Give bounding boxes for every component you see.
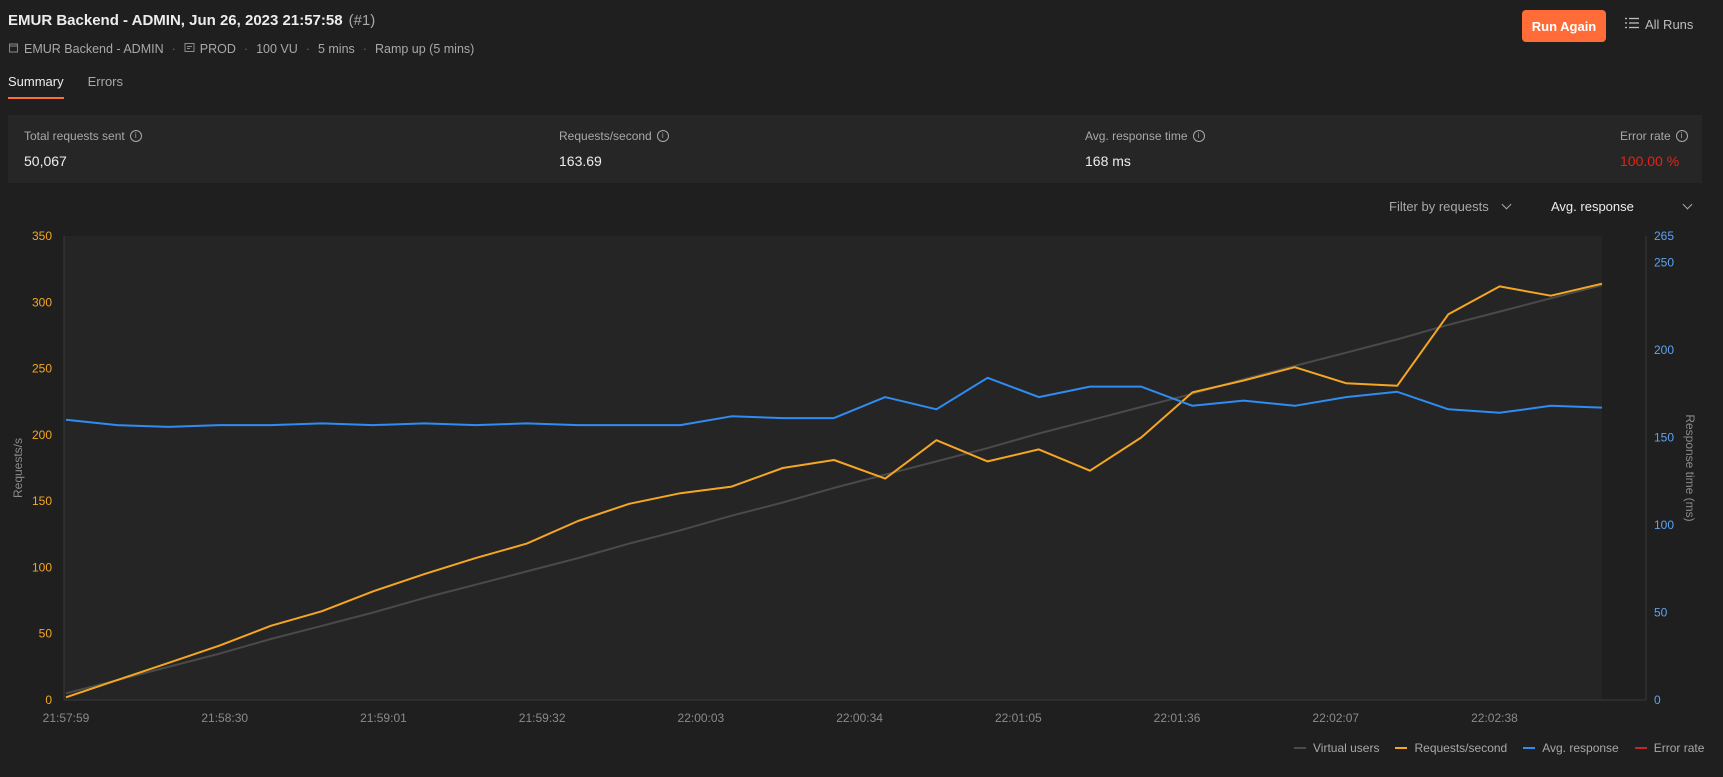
stat-label: Error rate (1620, 129, 1671, 143)
y-tick-label: 250 (32, 362, 52, 376)
x-tick-label: 21:59:32 (519, 711, 566, 725)
stat-label: Total requests sent (24, 129, 125, 143)
legend-label: Virtual users (1313, 741, 1380, 755)
run-again-button[interactable]: Run Again (1522, 10, 1606, 42)
legend-item-requests-per-second[interactable]: Requests/second (1395, 741, 1507, 755)
info-icon[interactable]: i (656, 130, 669, 142)
y-tick-label: 300 (32, 295, 52, 309)
stat-value: 50,067 (24, 153, 67, 169)
stat-value: 163.69 (559, 153, 602, 169)
tab-errors[interactable]: Errors (87, 74, 124, 89)
x-tick-label: 22:00:03 (678, 711, 725, 725)
x-tick-label: 21:58:30 (201, 711, 248, 725)
plot-background (64, 236, 1602, 700)
meta-separator: · (362, 42, 367, 56)
run-title: EMUR Backend - ADMIN, Jun 26, 2023 21:57… (8, 12, 343, 29)
y2-max-label: 265 (1654, 229, 1674, 243)
stat-label: Avg. response time (1085, 129, 1188, 143)
y-tick-label: 150 (32, 494, 52, 508)
list-icon (1625, 17, 1639, 32)
load-profile: Ramp up (5 mins) (374, 42, 475, 56)
run-number: (#1) (348, 12, 376, 29)
y2-tick-label: 50 (1654, 605, 1668, 619)
y-tick-label: 100 (32, 560, 52, 574)
meta-separator: · (305, 42, 310, 56)
chart-legend: Virtual users Requests/second Avg. respo… (1294, 741, 1704, 755)
legend-label: Error rate (1653, 741, 1705, 755)
series-line-requests-per-second[interactable] (65, 282, 1603, 699)
legend-label: Avg. response (1542, 741, 1619, 755)
stat-value: 168 ms (1085, 153, 1131, 169)
y2-tick-label: 200 (1654, 343, 1674, 357)
x-tick-label: 22:00:34 (836, 711, 883, 725)
run-meta: EMUR Backend - ADMIN · PROD · 100 VU · 5… (8, 42, 474, 56)
filter-by-requests-dropdown[interactable]: Filter by requests (1389, 199, 1512, 214)
x-tick-label: 22:01:36 (1154, 711, 1201, 725)
tab-bar: Summary Errors (8, 74, 123, 99)
tab-summary[interactable]: Summary (8, 74, 64, 99)
legend-item-error-rate[interactable]: Error rate (1634, 741, 1705, 755)
info-icon[interactable]: i (1675, 130, 1688, 142)
stat-value: 100.00 % (1620, 153, 1680, 169)
y2-axis-label: Response time (ms) (1683, 414, 1697, 521)
y2-tick-label: 250 (1654, 255, 1674, 269)
y2-tick-label: 150 (1654, 430, 1674, 444)
legend-label: Requests/second (1414, 741, 1508, 755)
y-axis-label: Requests/s (11, 438, 25, 498)
stat-total-requests: Total requests sent i 50,067 (24, 129, 142, 169)
stat-label: Requests/second (559, 129, 652, 143)
virtual-users-count: 100 VU (256, 42, 298, 56)
metric-select-dropdown[interactable]: Avg. response (1551, 199, 1693, 214)
page-title: EMUR Backend - ADMIN, Jun 26, 2023 21:57… (8, 12, 375, 29)
stat-avg-response: Avg. response time i 168 ms (1085, 129, 1205, 169)
y-tick-label: 50 (39, 627, 53, 641)
x-tick-label: 22:01:05 (995, 711, 1042, 725)
chevron-down-icon (1501, 199, 1512, 210)
collection-name[interactable]: EMUR Backend - ADMIN (24, 42, 164, 56)
summary-stats-panel: Total requests sent i 50,067 Requests/sec… (8, 115, 1702, 183)
series-line-avg-response[interactable] (65, 376, 1603, 428)
meta-separator: · (243, 42, 249, 56)
series-line-virtual-users[interactable] (65, 284, 1603, 695)
y-tick-label: 200 (32, 428, 52, 442)
meta-separator: · (171, 42, 176, 56)
chevron-down-icon (1682, 199, 1693, 210)
collection-icon (8, 42, 19, 56)
x-tick-label: 22:02:38 (1471, 711, 1518, 725)
all-runs-button[interactable]: All Runs (1625, 17, 1693, 32)
environment-icon (184, 42, 195, 56)
y2-tick-label: 100 (1654, 518, 1674, 532)
y-tick-label: 350 (32, 229, 52, 243)
test-duration: 5 mins (317, 42, 355, 56)
x-tick-label: 21:57:59 (43, 711, 90, 725)
metric-label: Avg. response (1551, 199, 1634, 214)
environment-name[interactable]: PROD (199, 42, 236, 56)
legend-item-virtual-users[interactable]: Virtual users (1294, 741, 1379, 755)
stat-error-rate: Error rate i 100.00 % (1620, 129, 1688, 169)
stat-requests-per-second: Requests/second i 163.69 (559, 129, 669, 169)
info-icon[interactable]: i (1192, 130, 1205, 142)
info-icon[interactable]: i (129, 130, 142, 142)
filter-label: Filter by requests (1389, 199, 1489, 214)
x-tick-label: 21:59:01 (360, 711, 407, 725)
all-runs-label: All Runs (1645, 17, 1694, 32)
y2-tick-label: 0 (1654, 693, 1661, 707)
legend-item-avg-response[interactable]: Avg. response (1523, 741, 1619, 755)
performance-chart[interactable]: Requests/s Response time (ms) 0 50 100 150 2… (0, 225, 1723, 730)
x-tick-label: 22:02:07 (1312, 711, 1359, 725)
y-tick-label: 0 (45, 693, 52, 707)
